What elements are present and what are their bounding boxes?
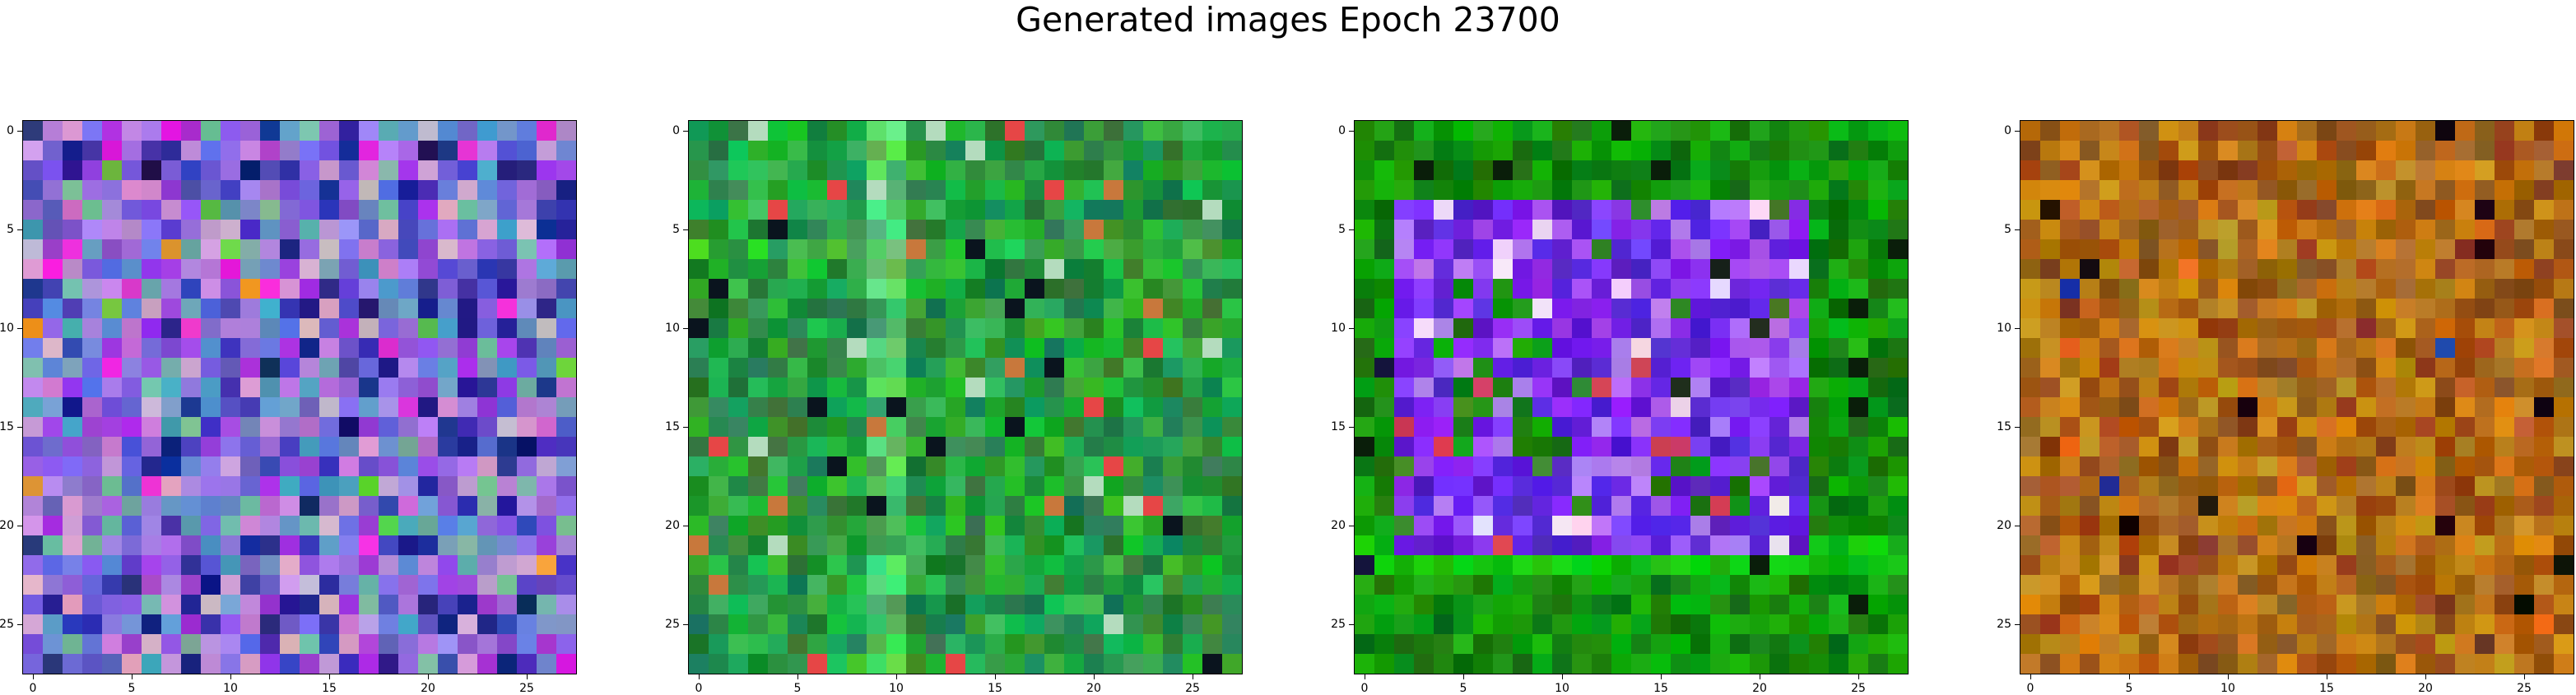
panel-3-ytick-label: 5 [1338,223,1346,236]
panel-1-ytick-mark [17,427,22,428]
panel-3-xtick-label: 15 [1653,682,1668,695]
panel-2-xtick-label: 15 [988,682,1002,695]
panel-1-image [22,120,577,674]
panel-2-xtick-label: 20 [1086,682,1101,695]
panel-3-image [1354,120,1909,674]
panel-1-ytick-mark [17,131,22,132]
panel-4-xtick-mark [2524,674,2525,679]
panel-2-ytick-label: 25 [665,618,680,631]
panel-1-xtick-mark [230,674,231,679]
panel-1-ytick-label: 10 [0,322,14,335]
panel-2-xtick-mark [699,674,700,679]
panel-4-ytick-mark [2015,427,2020,428]
panel-1-xtick-mark [132,674,133,679]
panel-3-xtick-mark [1661,674,1662,679]
panel-3-ytick-mark [1349,328,1354,329]
panel-4-xtick-label: 20 [2418,682,2433,695]
panel-4-ytick-label: 15 [1997,420,2011,433]
panel-4-ytick-label: 20 [1997,519,2011,532]
panel-3-ytick-label: 20 [1331,519,1346,532]
panel-2-xtick-mark [995,674,996,679]
panel-2-image [688,120,1243,674]
panel-4-xtick-label: 0 [2026,682,2034,695]
panel-2-ytick-label: 5 [672,223,680,236]
panel-1-xtick-label: 0 [29,682,37,695]
panel-2-xtick-mark [797,674,798,679]
panel-3-pixel-grid [1355,121,1908,674]
panel-4-ytick-label: 5 [2004,223,2011,236]
panel-3-xtick-label: 5 [1459,682,1467,695]
panel-1-ytick-label: 0 [7,124,14,137]
panel-2-ytick-label: 0 [672,124,680,137]
panel-2-pixel-grid [689,121,1242,674]
panel-4-xtick-label: 5 [2125,682,2133,695]
panel-1-xtick-mark [527,674,528,679]
panel-4-xtick-mark [2129,674,2130,679]
panel-3-xtick-mark [1463,674,1464,679]
panel-2-xtick-label: 10 [889,682,904,695]
panel-2-ytick-label: 10 [665,322,680,335]
panel-1-xtick-label: 5 [128,682,136,695]
panel-2-xtick-label: 0 [695,682,703,695]
panel-2-xtick-label: 5 [793,682,802,695]
panel-1-xtick-mark [428,674,429,679]
panel-3-xtick-label: 25 [1851,682,1866,695]
panel-4-ytick-mark [2015,131,2020,132]
panel-1-xtick-label: 15 [322,682,337,695]
panel-1-xtick-mark [33,674,34,679]
panel-4-ytick-mark [2015,624,2020,625]
panel-4-xtick-label: 25 [2517,682,2532,695]
panel-4-ytick-label: 0 [2004,124,2011,137]
panel-3-ytick-mark [1349,131,1354,132]
panel-3-xtick-mark [1858,674,1859,679]
panel-3-xtick-label: 0 [1360,682,1369,695]
panel-3-xtick-mark [1562,674,1563,679]
panel-1-xtick-label: 25 [519,682,534,695]
panel-3-xtick-label: 20 [1752,682,1767,695]
panel-4-image [2020,120,2574,674]
panel-2-ytick-mark [683,229,688,230]
panel-1-xtick-label: 10 [223,682,238,695]
panel-2-ytick-label: 20 [665,519,680,532]
panel-3-ytick-mark [1349,427,1354,428]
panel-2-ytick-label: 15 [665,420,680,433]
panel-4-ytick-label: 25 [1997,618,2011,631]
panel-4-xtick-label: 15 [2319,682,2334,695]
panel-3-ytick-label: 0 [1338,124,1346,137]
panel-1-ytick-label: 20 [0,519,14,532]
panel-3-ytick-mark [1349,229,1354,230]
panel-4-xtick-mark [2425,674,2426,679]
panel-1-ytick-label: 15 [0,420,14,433]
panel-2-xtick-mark [896,674,897,679]
panel-1-pixel-grid [23,121,576,674]
panel-3-ytick-label: 25 [1331,618,1346,631]
panel-2-ytick-mark [683,624,688,625]
panel-1-ytick-mark [17,229,22,230]
panel-4-xtick-mark [2228,674,2229,679]
panel-2-ytick-mark [683,427,688,428]
panel-4-ytick-mark [2015,328,2020,329]
panel-4-xtick-label: 10 [2220,682,2235,695]
panel-1-ytick-mark [17,624,22,625]
panel-1-ytick-label: 5 [7,223,14,236]
panel-1-xtick-label: 20 [421,682,435,695]
panel-2-ytick-mark [683,131,688,132]
panel-4-ytick-mark [2015,229,2020,230]
panel-1-xtick-mark [329,674,330,679]
panel-4-ytick-label: 10 [1997,322,2011,335]
panel-3-ytick-label: 15 [1331,420,1346,433]
panel-3-ytick-mark [1349,624,1354,625]
panel-1-ytick-label: 25 [0,618,14,631]
panel-4-xtick-mark [2030,674,2031,679]
panel-4-pixel-grid [2020,121,2574,674]
panel-3-ytick-label: 10 [1331,322,1346,335]
panel-2-xtick-mark [1094,674,1095,679]
figure-title: Generated images Epoch 23700 [1016,0,1560,39]
panel-3-xtick-label: 10 [1555,682,1569,695]
panel-2-ytick-mark [683,328,688,329]
panel-2-xtick-label: 25 [1185,682,1200,695]
panel-1-ytick-mark [17,328,22,329]
